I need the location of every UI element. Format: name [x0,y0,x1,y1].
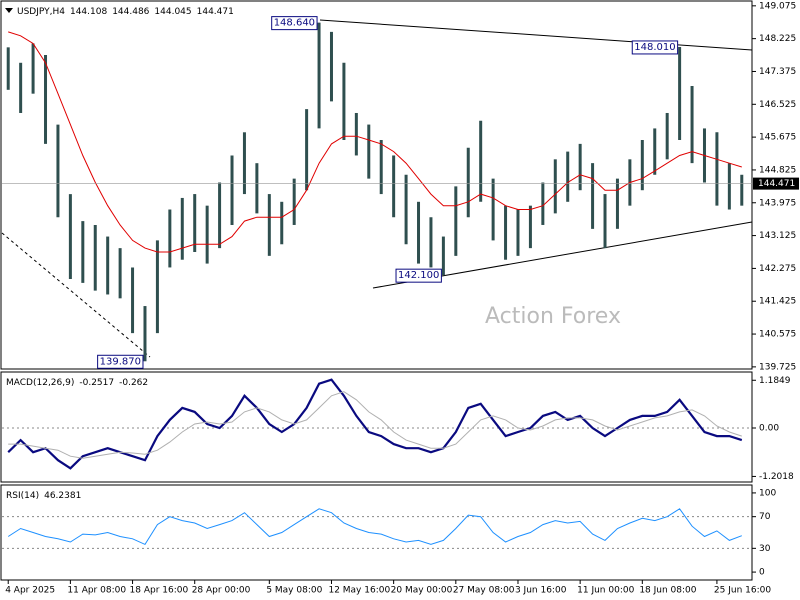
x-tick-label: 28 Apr 00:00 [192,586,251,596]
annotation-box [631,40,679,55]
header-value: 144.108 [70,7,107,17]
last-price-box [753,177,799,190]
trend-line [319,19,753,51]
annotation-box [395,268,442,283]
panel-title: USDJPY,H4 [17,7,65,17]
macd-panel [0,371,753,483]
header-value: 144.486 [112,7,149,17]
x-tick-label: 4 Apr 2025 [5,586,55,596]
y-tick-label: 70 [759,512,771,522]
price-annotation: 148.640 [274,18,315,29]
y-tick-label: 1.1849 [759,376,791,386]
y-tick-label: 145.675 [759,133,796,143]
y-tick-label: 30 [759,544,771,554]
header-value: -0.262 [119,378,148,388]
last-price-label: 144.471 [758,179,795,189]
header-value: 144.045 [154,7,191,17]
annotation-box [97,354,144,369]
x-tick-label: 12 May 16:00 [328,586,390,596]
x-tick-label: 18 Jun 08:00 [639,586,696,596]
header-value: 46.2381 [44,491,81,501]
price-panel [0,0,753,370]
y-tick-label: 142.275 [759,264,796,274]
rsi-panel [0,484,753,581]
panel-header: USDJPY,H4 144.108 144.486 144.045 144.471 [17,7,234,17]
y-tick-label: 143.125 [759,231,796,241]
menu-icon[interactable] [5,8,13,13]
y-tick-label: 147.375 [759,67,796,77]
header-value: 144.471 [197,7,234,17]
y-tick-label: 148.225 [759,34,796,44]
y-tick-label: 0.00 [759,424,779,434]
y-tick-label: 139.725 [759,362,796,372]
x-tick-label: 18 Apr 16:00 [130,586,189,596]
x-tick-label: 25 Jun 16:00 [714,586,771,596]
indicator-line [8,31,742,253]
annotation-box [271,16,318,31]
y-tick-label: 140.575 [759,330,796,340]
indicator-line [7,508,742,546]
y-tick-label: 141.425 [759,297,796,307]
header-value: -0.2517 [79,378,114,388]
y-tick-label: 149.075 [759,1,796,11]
indicator-line [8,391,742,459]
y-tick-label: 0 [759,568,765,578]
trend-line [1,232,151,358]
panel-title: RSI(14) [6,491,39,501]
y-tick-label: 143.975 [759,198,796,208]
y-tick-label: -1.2018 [759,472,794,482]
watermark: Action Forex [485,304,621,329]
y-tick-label: 100 [759,488,776,498]
y-tick-label: 144.825 [759,165,796,175]
x-tick-label: 20 May 00:00 [391,586,453,596]
y-tick-label: 146.525 [759,100,796,110]
x-tick-label: 3 Jun 16:00 [515,586,567,596]
price-annotation: 148.010 [634,42,675,53]
panel-title: MACD(12,26,9) [6,378,74,388]
panel-header: MACD(12,26,9) -0.2517 -0.262 [6,378,148,388]
x-tick-label: 11 Jun 00:00 [577,586,634,596]
price-annotation: 139.870 [100,356,141,367]
x-tick-label: 11 Apr 08:00 [67,586,126,596]
x-tick-label: 27 May 08:00 [453,586,515,596]
x-tick-label: 5 May 08:00 [266,586,322,596]
panel-header: RSI(14) 46.2381 [6,491,81,501]
price-annotation: 142.100 [398,270,439,281]
indicator-line [7,378,743,470]
